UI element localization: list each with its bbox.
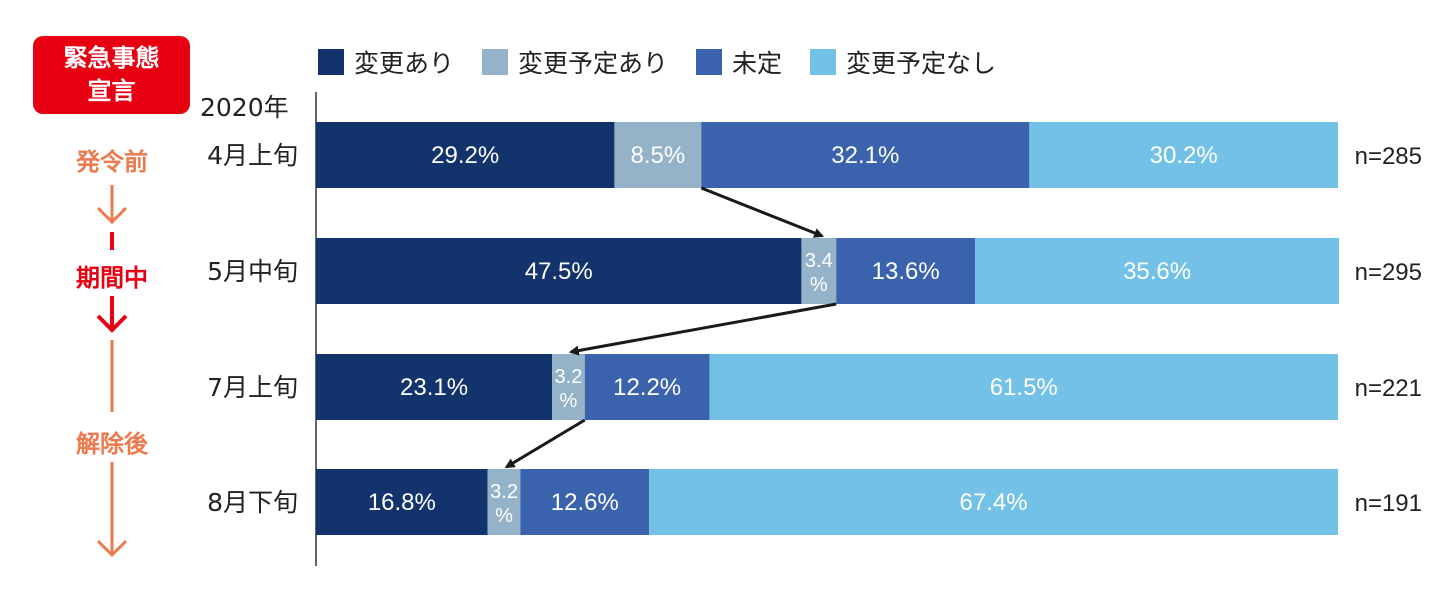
legend-item-3: 変更予定なし: [810, 44, 996, 80]
data-label-1-2: 13.6%: [872, 258, 940, 285]
data-label-3-3: 67.4%: [960, 489, 1028, 516]
bar-segment-0-2: [701, 122, 1030, 188]
data-label-0-1: 8.5%: [631, 142, 686, 169]
data-label-3-0: 16.8%: [368, 489, 436, 516]
transition-arrows: [504, 186, 837, 469]
legend-item-2: 未定: [696, 44, 782, 80]
legend-swatch-0: [318, 49, 344, 75]
n-label-3: n=191: [1355, 490, 1422, 517]
bars-group: 4月上旬 29.2% 8.5% 32.1% 30.2% n=285 5月中旬 47.5% 3.4…: [207, 122, 1422, 535]
legend-label-3: 変更予定なし: [846, 49, 997, 78]
legend-label-1: 変更予定あり: [518, 49, 669, 78]
bar-segment-0-3: [1029, 122, 1338, 188]
chart-legend: 変更あり 変更予定あり 未定 変更予定なし: [318, 42, 1024, 82]
transition-arrow-1: [568, 302, 837, 356]
bar-segment-3-3: [649, 469, 1338, 535]
bar-segment-0-0: [316, 122, 615, 188]
n-label-0: n=285: [1355, 143, 1422, 170]
data-label-0-0: 29.2%: [431, 142, 499, 169]
legend-item-1: 変更予定あり: [482, 44, 668, 80]
data-label-2-3: 61.5%: [990, 374, 1058, 401]
n-label-1: n=295: [1355, 259, 1422, 286]
data-label-0-3: 30.2%: [1150, 142, 1218, 169]
legend-item-0: 変更あり: [318, 44, 454, 80]
timeline-arrows: [96, 185, 128, 558]
phase-after-label: 解除後: [76, 430, 148, 458]
n-label-2: n=221: [1355, 375, 1422, 402]
phase-during-label: 期間中: [76, 264, 148, 292]
legend-label-2: 未定: [732, 49, 783, 78]
legend-swatch-1: [482, 49, 509, 75]
bar-segment-2-1: [552, 354, 585, 420]
transition-arrow-2: [504, 418, 586, 469]
badge-line-1: 緊急事態: [63, 44, 160, 72]
bar-segment-2-2: [584, 354, 710, 420]
legend-swatch-2: [696, 49, 723, 75]
data-label-1-1: 3.4%: [805, 250, 833, 296]
data-label-2-0: 23.1%: [400, 374, 468, 401]
bar-segment-1-0: [316, 238, 802, 304]
data-label-0-2: 32.1%: [831, 142, 899, 169]
category-label-1: 5月中旬: [207, 257, 298, 286]
timeline-arrowhead-before: [96, 206, 128, 225]
data-label-2-1: 3.2%: [555, 366, 583, 412]
bar-segment-2-3: [709, 354, 1338, 420]
timeline-arrowhead-during: [96, 314, 128, 333]
bar-segment-3-2: [520, 469, 650, 535]
timeline-arrowhead-after: [96, 539, 128, 558]
data-label-3-2: 12.6%: [551, 489, 619, 516]
data-label-1-0: 47.5%: [525, 258, 593, 285]
data-label-1-3: 35.6%: [1123, 258, 1191, 285]
transition-arrow-0: [700, 186, 825, 238]
category-label-2: 7月上旬: [207, 373, 298, 402]
phase-before-label: 発令前: [76, 148, 148, 176]
bar-segment-1-1: [801, 238, 837, 304]
data-label-2-2: 12.2%: [613, 374, 681, 401]
year-label: 2020年: [200, 93, 289, 122]
bar-segment-0-1: [614, 122, 702, 188]
legend-swatch-3: [810, 49, 837, 75]
bar-segment-1-2: [836, 238, 976, 304]
bar-segment-2-0: [316, 354, 553, 420]
bar-segment-3-1: [487, 469, 521, 535]
data-label-3-1: 3.2%: [490, 481, 518, 527]
category-label-3: 8月下旬: [207, 488, 298, 517]
badge-line-2: 宣言: [87, 77, 136, 105]
bar-segment-3-0: [316, 469, 488, 535]
legend-label-0: 変更あり: [354, 49, 455, 78]
category-label-0: 4月上旬: [207, 141, 298, 170]
emergency-declaration-badge: 緊急事態 宣言: [33, 36, 190, 114]
bar-segment-1-3: [975, 238, 1340, 304]
